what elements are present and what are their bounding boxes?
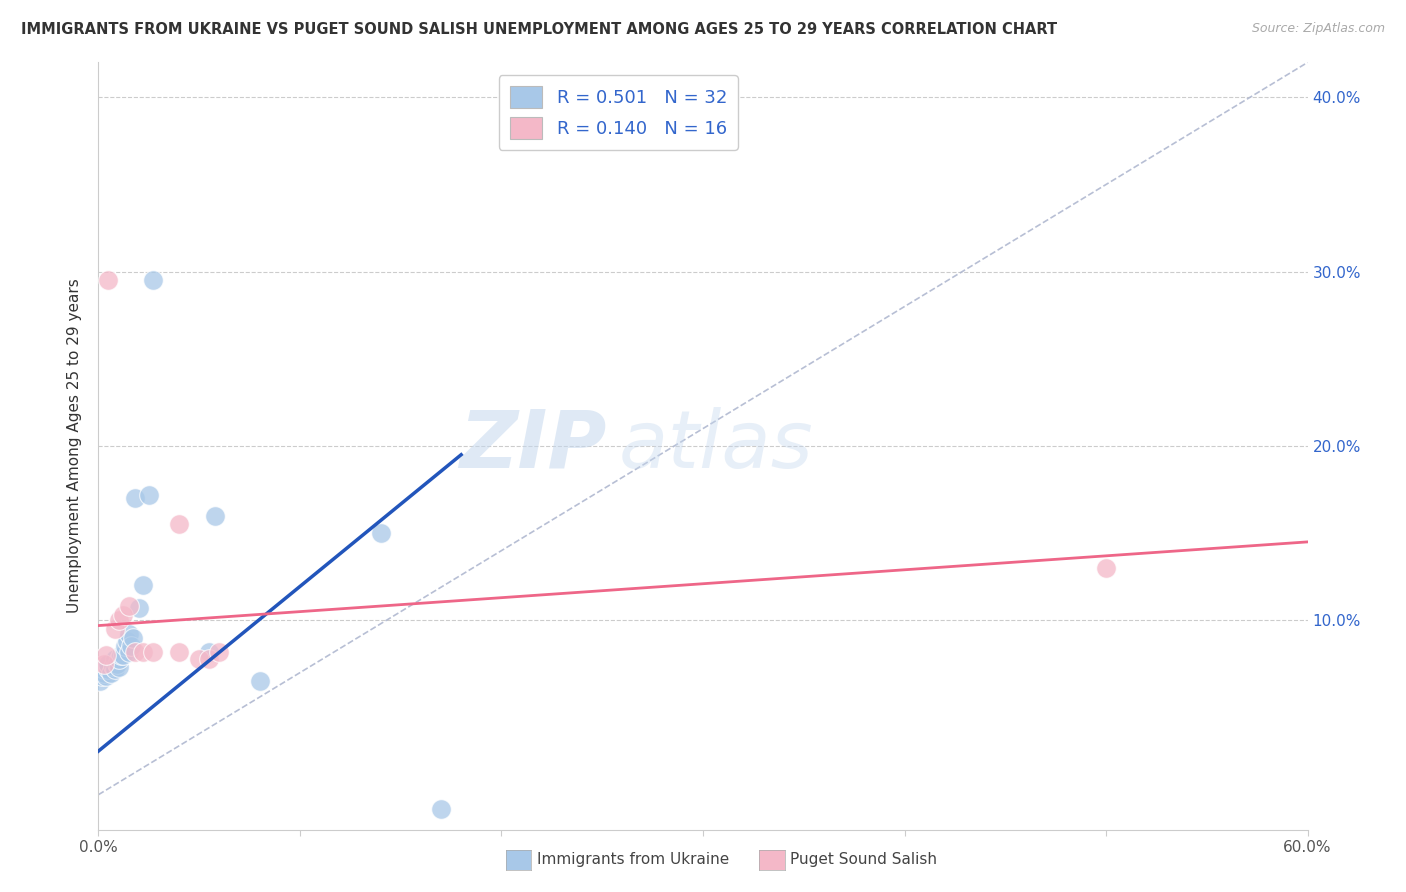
- Point: [142, 645, 165, 659]
- Point: [110, 648, 132, 663]
- Point: [97, 662, 120, 676]
- Legend: R = 0.501   N = 32, R = 0.140   N = 16: R = 0.501 N = 32, R = 0.140 N = 16: [499, 75, 738, 150]
- Point: [111, 648, 134, 663]
- Point: [93, 665, 115, 680]
- Text: Source: ZipAtlas.com: Source: ZipAtlas.com: [1251, 22, 1385, 36]
- Text: atlas: atlas: [619, 407, 813, 485]
- Point: [89, 674, 111, 689]
- Point: [96, 669, 118, 683]
- Point: [101, 658, 124, 673]
- Point: [115, 634, 138, 648]
- Point: [249, 674, 271, 689]
- Point: [198, 651, 221, 665]
- Point: [132, 645, 155, 659]
- Point: [120, 640, 142, 654]
- Point: [208, 645, 231, 659]
- Point: [128, 601, 150, 615]
- Point: [105, 657, 128, 671]
- Point: [118, 599, 141, 614]
- Point: [118, 645, 141, 659]
- Point: [142, 273, 165, 287]
- Point: [97, 273, 120, 287]
- Point: [188, 651, 211, 665]
- Point: [93, 662, 115, 676]
- Point: [96, 648, 118, 663]
- Point: [204, 508, 226, 523]
- Point: [103, 651, 125, 665]
- Point: [198, 645, 221, 659]
- Point: [97, 657, 120, 671]
- Point: [107, 651, 129, 665]
- Text: ZIP: ZIP: [458, 407, 606, 485]
- Point: [167, 645, 190, 659]
- Point: [103, 622, 125, 636]
- Point: [132, 578, 155, 592]
- Point: [121, 631, 143, 645]
- Point: [118, 627, 141, 641]
- Point: [124, 491, 146, 506]
- Point: [93, 657, 115, 671]
- Point: [107, 660, 129, 674]
- Point: [111, 608, 134, 623]
- Point: [430, 802, 453, 816]
- Point: [91, 669, 114, 683]
- Text: Puget Sound Salish: Puget Sound Salish: [790, 853, 938, 867]
- Point: [138, 488, 160, 502]
- Y-axis label: Unemployment Among Ages 25 to 29 years: Unemployment Among Ages 25 to 29 years: [67, 278, 83, 614]
- Point: [124, 645, 146, 659]
- Point: [370, 526, 392, 541]
- Point: [167, 517, 190, 532]
- Point: [100, 665, 122, 680]
- Point: [1095, 561, 1118, 575]
- Point: [103, 662, 125, 676]
- Text: Immigrants from Ukraine: Immigrants from Ukraine: [537, 853, 730, 867]
- Text: IMMIGRANTS FROM UKRAINE VS PUGET SOUND SALISH UNEMPLOYMENT AMONG AGES 25 TO 29 Y: IMMIGRANTS FROM UKRAINE VS PUGET SOUND S…: [21, 22, 1057, 37]
- Point: [114, 640, 136, 654]
- Point: [107, 613, 129, 627]
